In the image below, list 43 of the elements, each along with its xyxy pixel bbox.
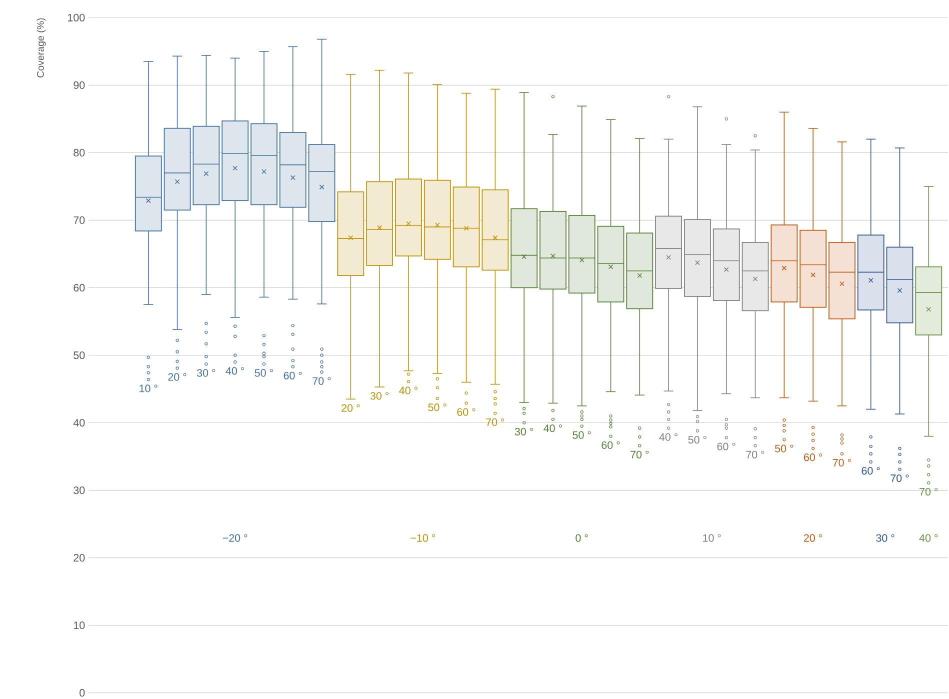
x-tick-label: 60 ° xyxy=(602,442,620,450)
x-tick-label: 70 ° xyxy=(486,418,504,426)
y-tick-label: 10 xyxy=(74,622,85,630)
x-tick-label: 70 ° xyxy=(630,450,649,459)
y-tick-label: 80 xyxy=(74,149,85,157)
text: 10 ° xyxy=(703,534,721,542)
x-tick-label: 20 ° xyxy=(342,404,360,412)
y-tick-label: 90 xyxy=(74,82,85,90)
x-tick-label: 70 ° xyxy=(746,450,764,459)
x-tick-label: 50 ° xyxy=(572,431,591,439)
text: −20 ° xyxy=(222,534,248,542)
y-tick-label: 60 xyxy=(74,284,85,292)
y-axis-title: Coverage (%) xyxy=(36,18,46,78)
y-tick-label: 40 xyxy=(73,419,85,427)
x-tick-label: 30 ° xyxy=(196,369,216,377)
y-tick-label: 0 xyxy=(80,689,85,697)
x-tick-label: 70 ° xyxy=(920,488,938,496)
y-tick-label: 30 xyxy=(74,486,85,494)
x-tick-label: 20 ° xyxy=(168,373,186,381)
x-tick-label: 60 ° xyxy=(717,442,736,450)
y-tick-label: 70 xyxy=(74,216,85,224)
x-tick-label: 70 ° xyxy=(312,377,331,385)
text: 20 ° xyxy=(804,534,822,542)
text: 30 ° xyxy=(876,534,894,542)
x-tick-label: 40 ° xyxy=(226,367,244,375)
x-tick-label: 60 ° xyxy=(862,467,880,475)
text: 0 ° xyxy=(576,534,588,542)
x-tick-label: 70 ° xyxy=(890,474,909,482)
x-tick-label: 50 ° xyxy=(254,369,273,377)
x-tick-label: 50 ° xyxy=(774,444,794,452)
x-tick-label: 60 ° xyxy=(457,408,476,416)
text: 40 ° xyxy=(919,534,938,542)
y-tick-label: 50 xyxy=(74,352,85,360)
x-tick-label: 70 ° xyxy=(832,459,851,467)
x-tick-label: 40 ° xyxy=(659,433,678,441)
x-tick-label: 60 ° xyxy=(284,372,302,380)
y-tick-label: 100 xyxy=(68,14,85,22)
x-tick-label: 30 ° xyxy=(514,428,534,436)
x-tick-label: 60 ° xyxy=(804,454,822,462)
text: −10 ° xyxy=(410,534,436,542)
x-tick-label: 50 ° xyxy=(688,436,706,444)
y-tick-label: 20 xyxy=(74,554,85,562)
x-tick-label: 50 ° xyxy=(428,404,446,412)
